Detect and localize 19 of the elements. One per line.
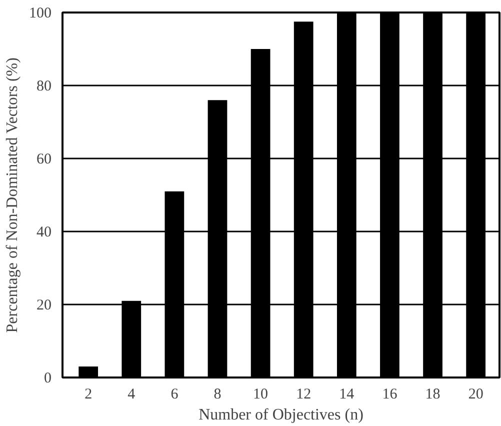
y-tick-label: 20 <box>36 298 52 314</box>
x-tick-label: 6 <box>170 386 179 402</box>
y-tick-label: 100 <box>29 6 52 22</box>
y-tick-label: 60 <box>36 152 52 168</box>
x-tick-label: 10 <box>253 386 268 402</box>
x-tick-label: 12 <box>296 386 312 402</box>
x-tick-label: 18 <box>425 386 440 402</box>
x-tick-label: 8 <box>214 386 222 402</box>
x-tick-label: 2 <box>84 386 92 402</box>
bar <box>78 366 98 378</box>
y-axis-title: Percentage of Non-Dominated Vectors (%) <box>4 58 21 333</box>
x-axis-title: Number of Objectives (n) <box>198 406 364 424</box>
y-tick-label: 40 <box>36 224 52 240</box>
y-tick-label: 80 <box>36 78 52 94</box>
x-tick-label: 14 <box>339 386 355 402</box>
y-tick-label: 0 <box>44 370 52 386</box>
x-tick-label: 16 <box>382 386 398 402</box>
x-tick-label: 4 <box>128 386 136 402</box>
x-tick-label: 20 <box>468 386 484 402</box>
